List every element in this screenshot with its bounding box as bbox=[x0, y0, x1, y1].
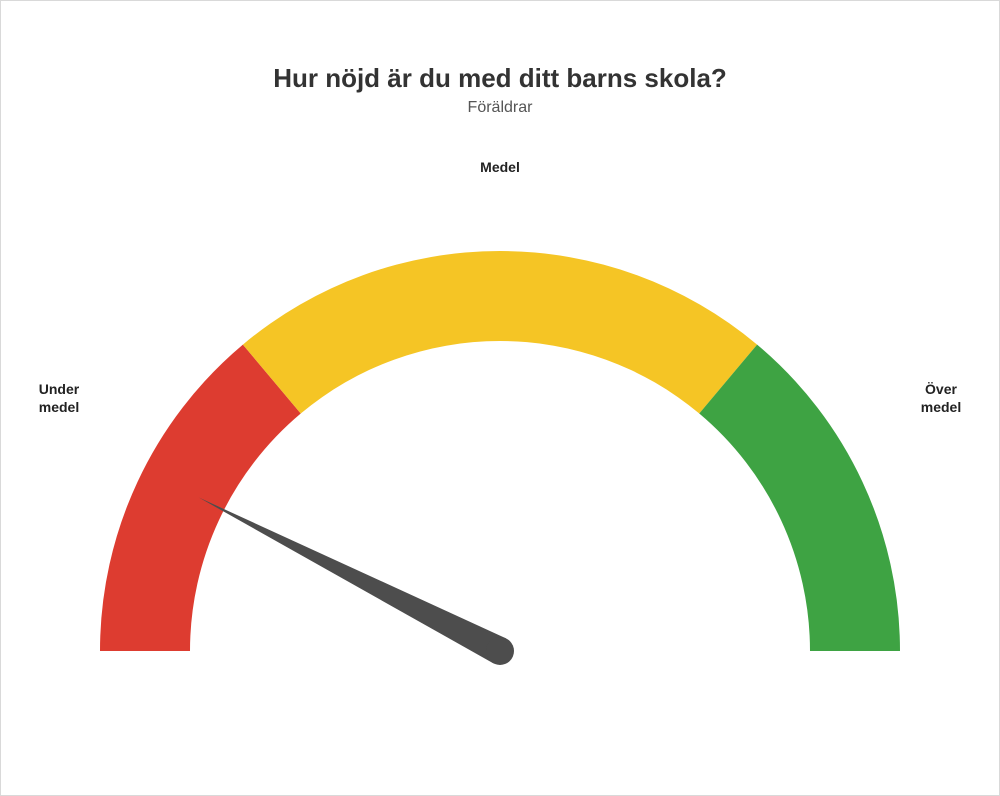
gauge-needle-hub bbox=[486, 637, 514, 665]
gauge-segment-0 bbox=[100, 345, 301, 651]
chart-title: Hur nöjd är du med ditt barns skola? bbox=[1, 63, 999, 94]
gauge-label-over-medel: Över medel bbox=[911, 381, 971, 416]
gauge-label-under-medel: Under medel bbox=[29, 381, 89, 416]
chart-frame: { "chart": { "type": "gauge", "title": "… bbox=[0, 0, 1000, 796]
chart-subtitle: Föräldrar bbox=[1, 99, 999, 117]
gauge-label-medel: Medel bbox=[1, 159, 999, 177]
gauge-segment-1 bbox=[243, 251, 757, 414]
gauge-chart bbox=[50, 171, 950, 696]
gauge-segment-2 bbox=[699, 345, 900, 651]
gauge-svg bbox=[50, 171, 950, 691]
gauge-needle bbox=[199, 498, 507, 664]
